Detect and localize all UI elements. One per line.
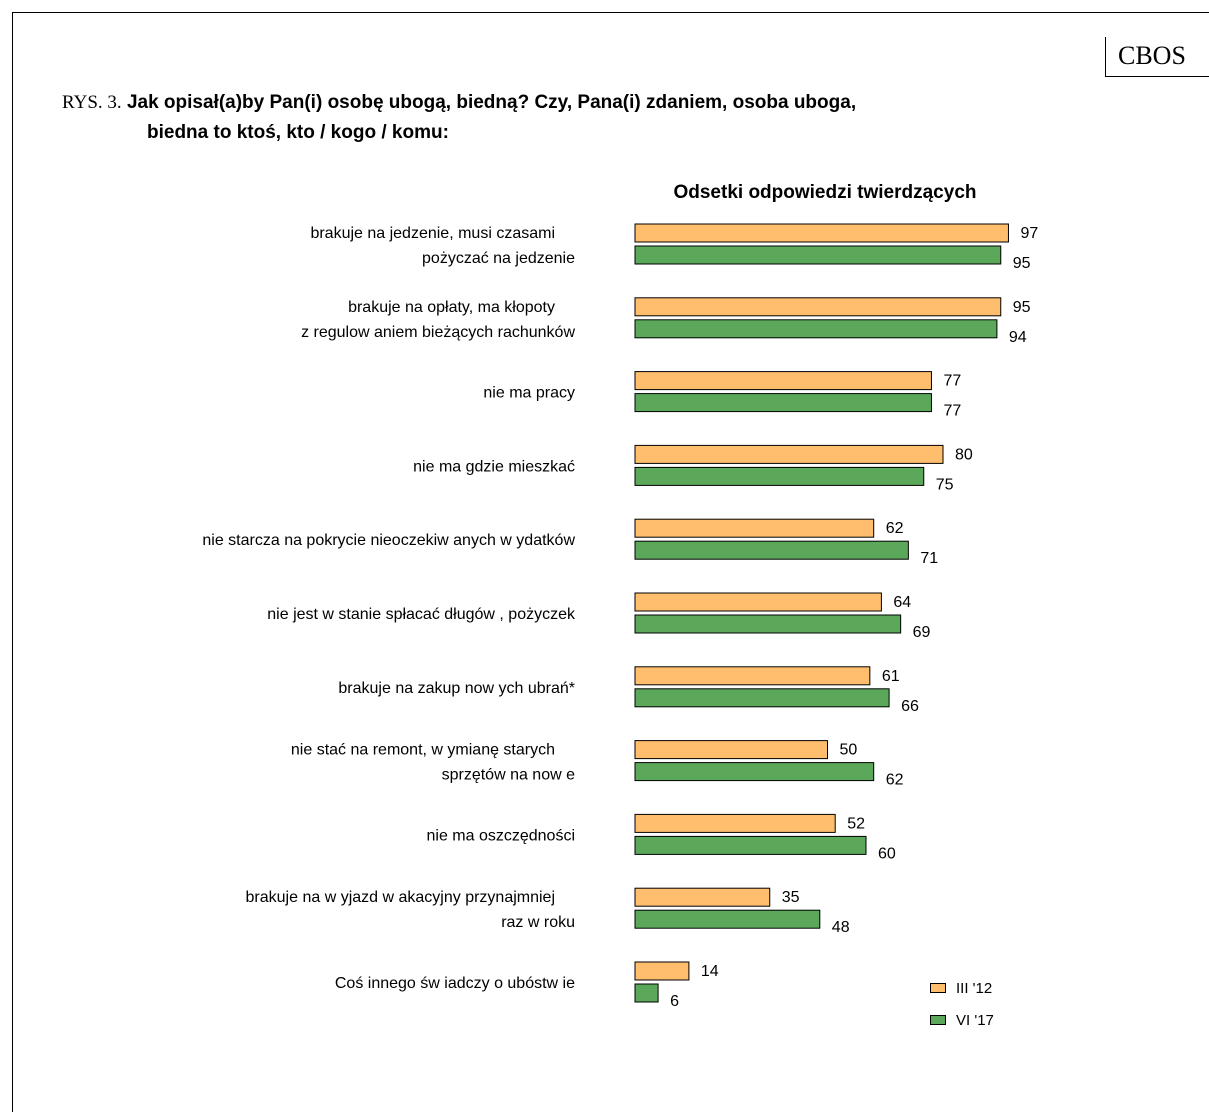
value-label-2017: 60 [878,845,896,862]
bar-2012 [634,297,1002,317]
value-label-2017: 75 [936,476,954,493]
bar-2012 [634,813,836,833]
legend-label-2017: VI '17 [956,1011,994,1029]
value-label-2017: 77 [943,403,961,420]
legend-swatch-2017 [930,1015,946,1025]
legend-swatch-2012 [930,983,946,993]
value-label-2017: 94 [1009,329,1027,346]
value-label-2017: 95 [1013,255,1031,272]
bar-2012 [634,223,1009,243]
legend-item-2012: III '12 [930,972,994,1004]
value-label-2012: 95 [1013,299,1031,316]
bar-2017 [634,319,998,339]
value-label-2017: 6 [670,993,679,1010]
bar-2017 [634,466,925,486]
cbos-badge: CBOS [1105,37,1209,77]
value-label-2012: 97 [1020,225,1038,242]
figure-number: RYS. 3. [62,92,122,113]
category-label: nie starcza na pokrycie nieoczekiw anych… [202,532,575,549]
value-label-2012: 62 [886,520,904,537]
value-label-2012: 14 [701,963,719,980]
category-label: nie stać na remont, w ymianę starych sprz… [291,742,575,784]
bar-2012 [634,518,875,538]
bar-2017 [634,688,890,708]
bar-2012 [634,666,871,686]
bar-2017 [634,393,932,413]
value-label-2017: 62 [886,772,904,789]
figure-frame [12,12,1209,1112]
figure-title: RYS. 3. Jak opisał(a)by Pan(i) osobę ubo… [62,88,1112,148]
value-label-2012: 80 [955,446,973,463]
bar-2012 [634,961,690,981]
question-line-1: Jak opisał(a)by Pan(i) osobę ubogą, bied… [126,92,857,113]
bar-chart: brakuje na jedzenie, musi czasami pożycza… [202,223,1038,1010]
legend-item-2017: VI '17 [930,1004,994,1036]
bar-2012 [634,740,828,760]
bar-2017 [634,245,1002,265]
value-label-2017: 48 [832,919,850,936]
value-label-2012: 52 [847,815,865,832]
bar-2012 [634,444,944,464]
value-label-2012: 77 [943,373,961,390]
bar-2012 [634,887,771,907]
category-label: Coś innego św iadczy o ubóstw ie [335,975,575,992]
value-label-2017: 69 [913,624,931,641]
question-line-2: biedna to ktoś, kto / kogo / komu: [147,122,449,143]
category-label: nie ma gdzie mieszkać [413,458,575,475]
bar-2017 [634,614,902,634]
value-label-2012: 35 [782,889,800,906]
bar-2017 [634,909,821,929]
category-label: nie ma pracy [483,385,575,402]
value-label-2017: 71 [920,550,938,567]
value-label-2012: 64 [893,594,911,611]
bar-2017 [634,835,867,855]
category-label: brakuje na w yjazd w akacyjny przynajmni… [246,889,575,931]
bar-2017 [634,983,659,1003]
value-label-2012: 61 [882,668,900,685]
category-label: brakuje na jedzenie, musi czasami pożycza… [310,225,575,267]
category-label: brakuje na zakup now ych ubrań* [338,680,575,697]
category-label: nie ma oszczędności [426,827,575,844]
value-label-2017: 66 [901,698,919,715]
bar-2017 [634,540,909,560]
category-label: brakuje na opłaty, ma kłopoty z regulow a… [301,299,575,341]
bar-2012 [634,371,932,391]
legend: III '12 VI '17 [930,972,994,1036]
category-label: nie jest w stanie spłacać długów , pożyc… [267,606,576,623]
bar-2012 [634,592,882,612]
value-label-2012: 50 [840,742,858,759]
bar-2017 [634,762,875,782]
chart-title: Odsetki odpowiedzi twierdzących [673,182,977,203]
legend-label-2012: III '12 [956,979,993,997]
